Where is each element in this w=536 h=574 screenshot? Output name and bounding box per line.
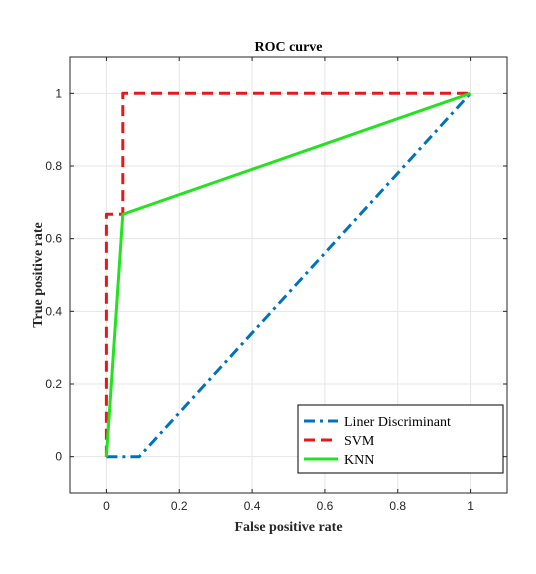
x-tick-label-2: 0.4: [244, 499, 261, 513]
x-axis-label: False positive rate: [234, 520, 342, 535]
legend: Liner Discriminant SVM KNN: [297, 404, 504, 474]
y-axis-label: True positive rate: [31, 222, 46, 328]
plot-area-frame: [69, 56, 508, 494]
legend-label-svm: SVM: [344, 434, 375, 449]
x-tick-label-5: 1: [467, 499, 474, 513]
y-tick-label-4: 0.8: [45, 159, 62, 173]
legend-label-knn: KNN: [344, 453, 374, 468]
legend-box: [297, 404, 504, 474]
x-tick-label-0: 0: [103, 499, 110, 513]
y-tick-label-5: 1: [55, 86, 62, 100]
y-tick-label-0: 0: [55, 450, 62, 464]
axis-ticks: 0 0.2 0.4 0.6 0.8 1 0 0.2 0.4 0.6 0.8 1: [45, 57, 507, 513]
x-tick-label-4: 0.8: [389, 499, 406, 513]
series-line-knn: [104, 91, 472, 457]
x-tick-label-1: 0.2: [171, 499, 188, 513]
series-lines: [104, 91, 472, 459]
chart-title: ROC curve: [254, 40, 322, 55]
series-line-liner-discriminant: [106, 92, 472, 459]
y-tick-label-3: 0.6: [45, 232, 62, 246]
x-tick-label-3: 0.6: [317, 499, 334, 513]
y-tick-label-2: 0.4: [45, 304, 62, 318]
y-tick-label-1: 0.2: [45, 377, 62, 391]
legend-label-liner-discriminant: Liner Discriminant: [344, 415, 451, 430]
